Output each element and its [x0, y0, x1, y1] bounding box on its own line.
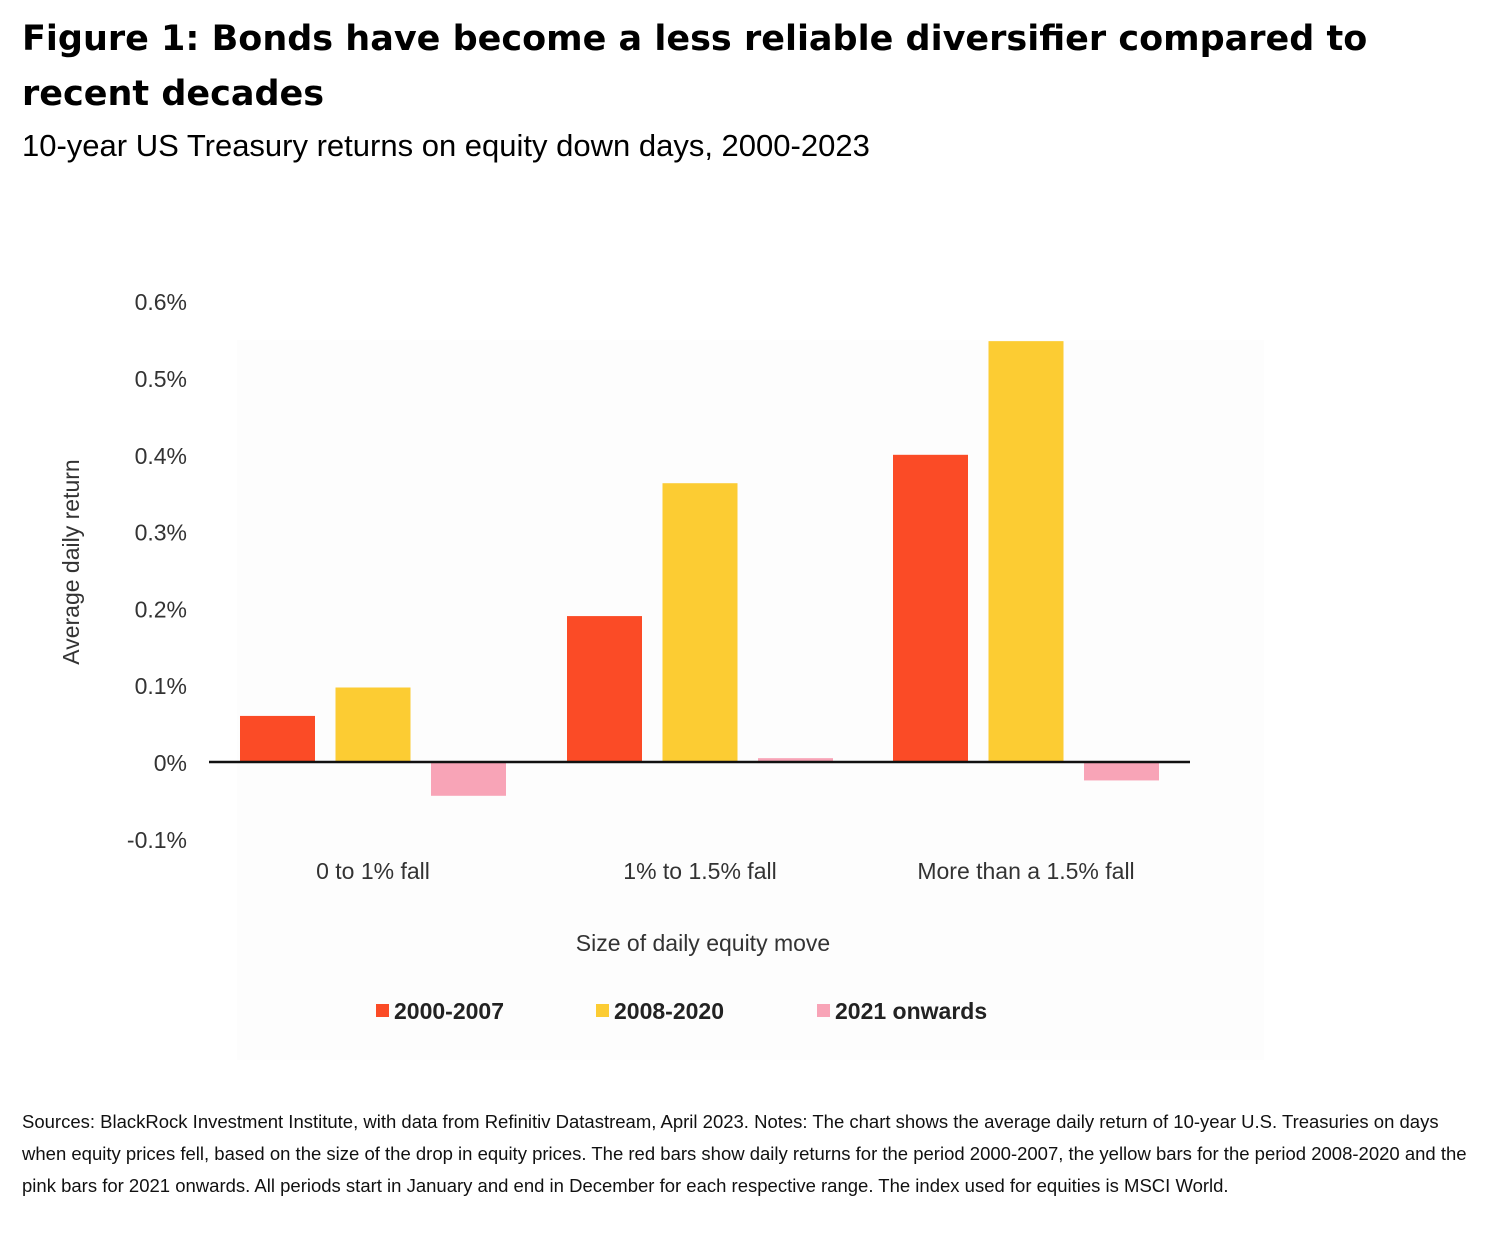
legend-swatch-1 — [376, 1004, 389, 1017]
x-tick-label: 1% to 1.5% fall — [623, 858, 776, 884]
source-notes: Sources: BlackRock Investment Institute,… — [22, 1111, 1467, 1196]
chart-subtitle: 10-year US Treasury returns on equity do… — [22, 128, 870, 163]
y-tick-label: 0% — [154, 750, 187, 776]
y-tick-label: 0.5% — [135, 366, 187, 392]
y-tick-label: 0.4% — [135, 443, 187, 469]
y-tick-label: 0.2% — [135, 596, 187, 622]
legend-label-1: 2000-2007 — [394, 998, 504, 1024]
bar-2008-2020-1 — [335, 687, 411, 762]
x-tick-label: 0 to 1% fall — [316, 858, 430, 884]
legend-label-2: 2008-2020 — [614, 998, 724, 1024]
legend-swatch-2 — [596, 1004, 609, 1017]
bar-2021-onwards-1 — [431, 762, 506, 796]
figure-title: Figure 1: Bonds have become a less relia… — [22, 19, 1368, 114]
bar-2021-onwards-2 — [758, 758, 833, 762]
x-axis-label: Size of daily equity move — [576, 930, 830, 956]
y-axis-label: Average daily return — [58, 459, 84, 664]
bar-2000-2007-1 — [240, 715, 315, 762]
legend-label-3: 2021 onwards — [835, 998, 987, 1024]
bar-2008-2020-2 — [662, 483, 738, 762]
y-tick-label: 0.3% — [135, 520, 187, 546]
legend-swatch-3 — [817, 1004, 830, 1017]
bar-2000-2007-3 — [893, 454, 968, 762]
y-tick-label: 0.6% — [135, 289, 187, 315]
y-tick-label: -0.1% — [127, 827, 187, 853]
x-tick-label: More than a 1.5% fall — [917, 858, 1134, 884]
bar-chart: 0.6% 0.5% 0.4% 0.3% 0.2% 0.1% 0% -0.1% Average d… — [58, 289, 1190, 1024]
bar-2021-onwards-3 — [1084, 762, 1159, 781]
bar-2000-2007-2 — [567, 616, 642, 762]
bar-2008-2020-3 — [988, 341, 1064, 762]
y-tick-label: 0.1% — [135, 673, 187, 699]
